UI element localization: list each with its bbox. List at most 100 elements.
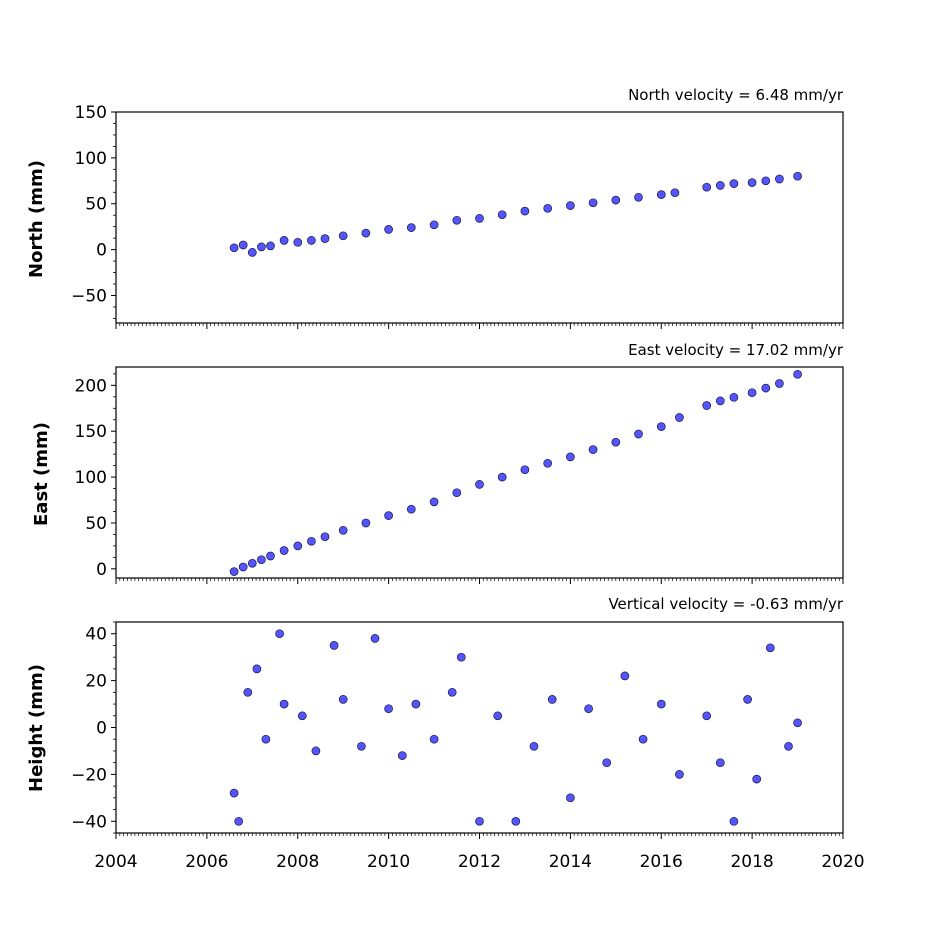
east-point [293, 541, 303, 551]
height-panel: Vertical velocity = -0.63 mm/yr Height (… [26, 595, 865, 872]
east-point [566, 452, 575, 462]
north-point [406, 223, 416, 232]
east-ytick-label: 100 [75, 468, 107, 488]
height-point [243, 687, 253, 697]
height-xtick-label: 2010 [367, 852, 410, 872]
east-point [520, 465, 530, 475]
height-point [456, 652, 466, 662]
height-point [529, 741, 539, 751]
north-point [257, 242, 266, 252]
height-point [620, 671, 630, 681]
north-panel: North velocity = 6.48 mm/yr North (mm) −… [26, 86, 844, 329]
height-point [338, 695, 348, 704]
north-point [338, 231, 348, 241]
north-point [266, 241, 275, 251]
height-point [675, 770, 684, 779]
height-xtick-label: 2018 [730, 852, 773, 872]
east-point [747, 388, 757, 398]
north-point [702, 182, 712, 192]
east-ytick-label: 50 [85, 514, 107, 534]
height-point [784, 741, 793, 751]
height-point [429, 734, 439, 744]
east-point [229, 567, 239, 576]
north-ylabel: North (mm) [26, 160, 47, 278]
north-point [656, 190, 666, 199]
east-point [675, 413, 684, 422]
east-yticks: 0 50 100 150 200 [75, 373, 116, 580]
height-point [702, 711, 712, 721]
east-point [729, 392, 739, 402]
north-point [238, 240, 248, 250]
height-ytick-label: 20 [85, 672, 107, 692]
north-point [793, 171, 802, 181]
height-point [715, 758, 725, 768]
height-point [765, 643, 775, 653]
north-point [497, 210, 507, 220]
east-point [702, 401, 712, 410]
north-axes-frame [115, 111, 844, 324]
height-xtick-label: 2020 [821, 852, 864, 872]
height-point [752, 774, 762, 784]
height-point [384, 704, 393, 714]
height-point [743, 695, 752, 704]
north-point [452, 215, 462, 225]
east-panel: East velocity = 17.02 mm/yr East (mm) 0 5… [31, 341, 844, 584]
height-point [729, 816, 739, 826]
north-ytick-label: 100 [75, 149, 107, 169]
east-point [543, 458, 553, 468]
height-ytick-label: 0 [96, 719, 107, 739]
east-points [229, 369, 802, 576]
height-point [447, 687, 457, 697]
east-ytick-label: 0 [96, 560, 107, 580]
vertical-velocity-title: Vertical velocity = -0.63 mm/yr [608, 595, 843, 613]
east-point [307, 536, 316, 546]
height-point [297, 711, 307, 721]
north-point [429, 220, 439, 230]
east-point [656, 422, 666, 431]
north-point [729, 179, 739, 188]
height-ytick-label: −40 [71, 812, 107, 832]
height-axes-frame [115, 621, 844, 834]
height-point [475, 816, 484, 826]
height-point [638, 734, 648, 744]
north-point [715, 181, 725, 190]
height-xtick-label: 2014 [549, 852, 592, 872]
height-ylabel: Height (mm) [26, 664, 47, 792]
east-ylabel: East (mm) [31, 422, 52, 526]
east-point [611, 437, 621, 447]
height-xticks: 2004 2006 2008 2010 2012 2014 2016 2018 2020 [94, 833, 865, 872]
north-ytick-label: 0 [96, 241, 107, 261]
height-point [397, 751, 407, 760]
north-point [279, 236, 289, 245]
north-point [475, 214, 484, 223]
north-velocity-title: North velocity = 6.48 mm/yr [628, 86, 844, 104]
height-point [602, 758, 612, 768]
east-velocity-title: East velocity = 17.02 mm/yr [628, 341, 844, 359]
height-point [547, 695, 557, 704]
east-point [361, 518, 371, 528]
height-ytick-label: −20 [71, 765, 107, 785]
north-point [543, 203, 553, 213]
north-point [670, 188, 680, 198]
east-point [715, 396, 725, 406]
east-point [406, 504, 416, 514]
height-point [261, 734, 271, 744]
north-point [520, 206, 530, 216]
height-ytick-label: 40 [85, 625, 107, 645]
height-point [329, 641, 339, 650]
height-point [275, 629, 284, 639]
north-point [247, 248, 257, 257]
north-yticks: −50 0 50 100 150 [71, 103, 116, 319]
east-point [429, 497, 439, 507]
north-point [293, 237, 303, 247]
north-ytick-label: −50 [71, 286, 107, 306]
north-point [634, 192, 643, 202]
east-point [247, 558, 257, 568]
height-point [493, 711, 503, 721]
north-point [361, 228, 371, 238]
north-point [611, 195, 621, 205]
east-point [793, 369, 802, 379]
east-point [266, 551, 275, 561]
height-point [584, 704, 593, 714]
